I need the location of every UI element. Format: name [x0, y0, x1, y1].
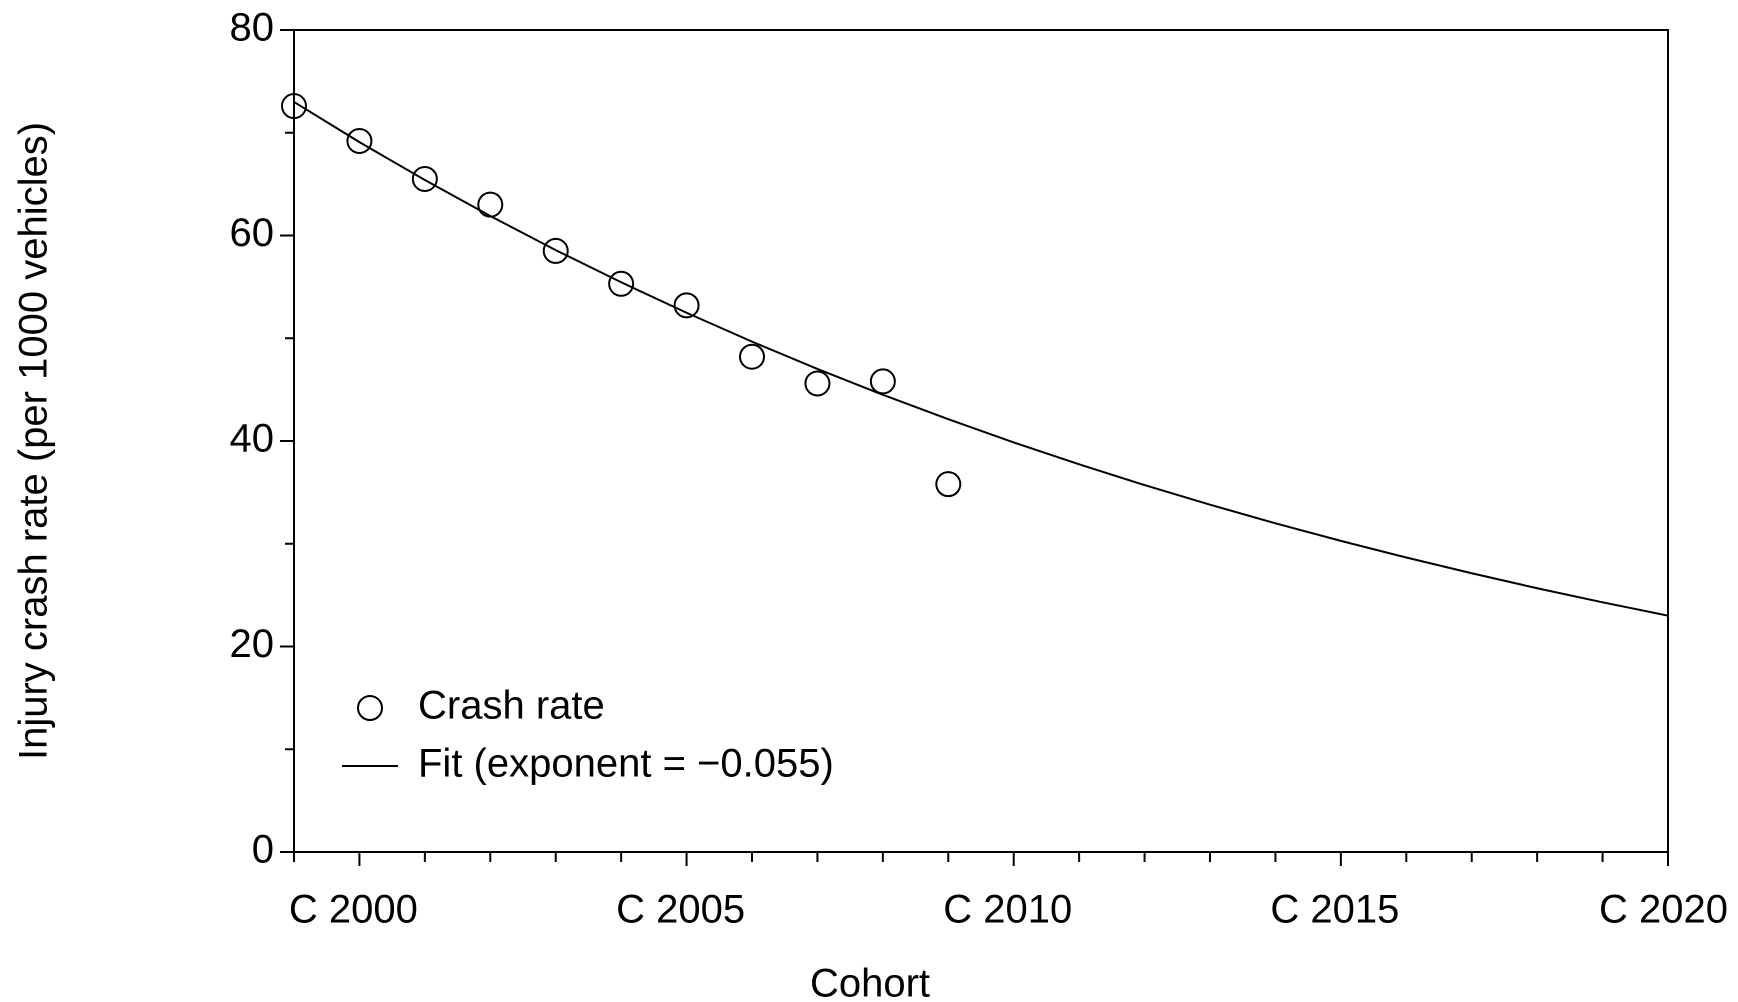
- x-tick-label: C 2020: [1599, 888, 1728, 932]
- x-tick-label: C 2010: [943, 888, 1072, 932]
- data-point: [935, 471, 962, 498]
- data-point: [346, 127, 373, 154]
- data-point: [673, 292, 700, 319]
- data-point: [281, 93, 307, 120]
- x-tick-label: C 2000: [289, 888, 418, 932]
- legend-marker: [357, 695, 383, 721]
- x-tick-label: C 2015: [1270, 888, 1399, 932]
- y-tick-label: 60: [230, 211, 275, 255]
- data-point: [739, 343, 765, 370]
- fit-line: [293, 101, 1669, 617]
- data-point: [411, 165, 438, 192]
- y-tick-label: 20: [230, 622, 275, 666]
- x-axis-label: Cohort: [810, 962, 930, 1002]
- data-point: [804, 370, 831, 397]
- data-point: [542, 237, 569, 264]
- data-point: [477, 191, 504, 218]
- legend-label: Fit (exponent = −0.055): [418, 742, 834, 786]
- y-tick-label: 80: [230, 6, 275, 50]
- y-tick-label: 40: [230, 417, 275, 461]
- x-tick-label: C 2005: [616, 888, 745, 932]
- y-axis-label: Injury crash rate (per 1000 vehicles): [12, 122, 56, 760]
- y-tick-label: 0: [252, 828, 274, 872]
- plot-frame: [293, 29, 1669, 853]
- data-point: [869, 368, 896, 395]
- data-point: [608, 270, 635, 297]
- legend-label: Crash rate: [418, 684, 605, 728]
